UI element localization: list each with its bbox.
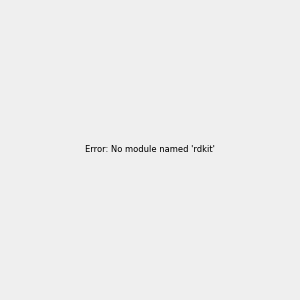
Text: Error: No module named 'rdkit': Error: No module named 'rdkit': [85, 146, 215, 154]
